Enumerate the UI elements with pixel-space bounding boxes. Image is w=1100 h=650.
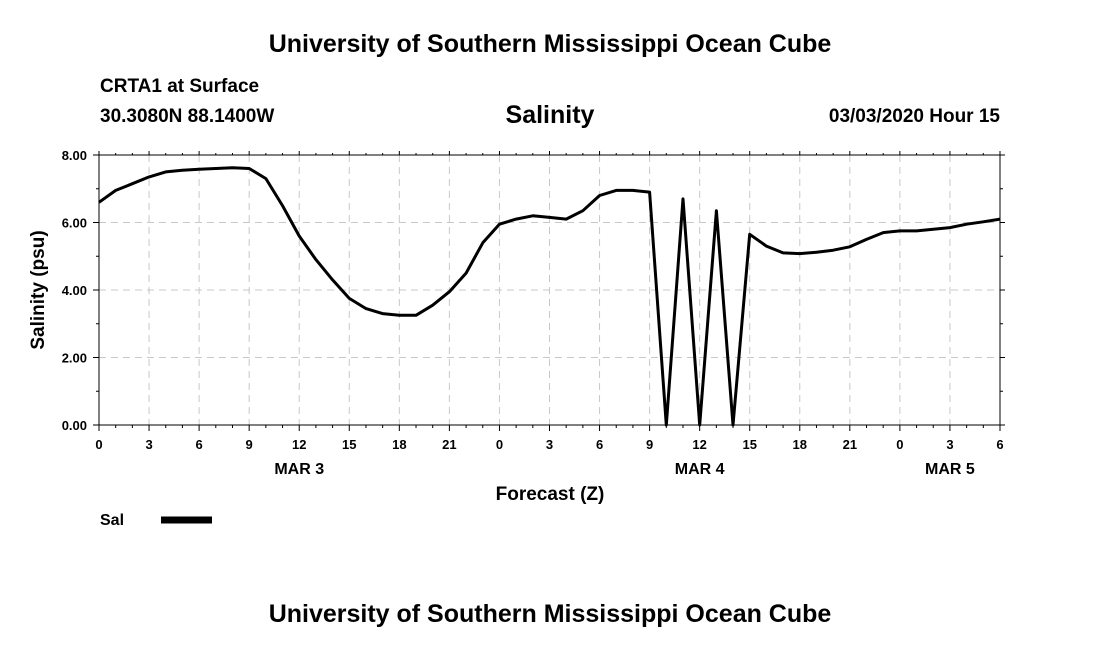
coords-label: 30.3080N 88.1400W [100,106,275,127]
date-label: MAR 4 [675,461,725,478]
date-label: MAR 5 [925,461,975,478]
x-tick-labels: 0 3 6 9 12 15 18 21 0 3 6 9 12 15 18 21 0 3 6 [95,437,1003,452]
y-axis-label: Salinity (psu) [28,230,49,349]
y-tick-label: 0.00 [62,418,87,433]
y-tick-labels: 0.00 2.00 4.00 6.00 8.00 [62,148,87,433]
x-tick-label: 18 [392,437,406,452]
y-tick-label: 8.00 [62,148,87,163]
datetime-label: 03/03/2020 Hour 15 [828,106,1000,127]
date-labels: MAR 3 MAR 4 MAR 5 [274,461,975,478]
x-tick-label: 21 [442,437,456,452]
x-tick-label: 18 [793,437,807,452]
page-title-top: University of Southern Mississippi Ocean… [268,30,832,58]
x-tick-label: 0 [95,437,102,452]
page-title-bottom: University of Southern Mississippi Ocean… [268,600,832,628]
x-tick-label: 9 [646,437,653,452]
x-tick-label: 21 [843,437,857,452]
x-tick-label: 6 [195,437,202,452]
x-tick-label: 6 [996,437,1003,452]
x-axis-label: Forecast (Z) [496,484,605,505]
station-label: CRTA1 at Surface [100,76,260,97]
y-tick-label: 6.00 [62,216,87,231]
x-tick-label: 9 [246,437,253,452]
series-line-sal [98,166,1001,427]
tick-marks [93,151,1005,431]
x-tick-label: 12 [292,437,306,452]
x-tick-label: 0 [896,437,903,452]
x-tick-label: 0 [496,437,503,452]
y-tick-label: 4.00 [62,283,87,298]
x-tick-label: 15 [342,437,356,452]
x-tick-label: 3 [946,437,953,452]
y-tick-label: 2.00 [62,351,87,366]
legend-label-sal: Sal [100,512,124,529]
x-tick-label: 3 [546,437,553,452]
x-tick-label: 12 [692,437,706,452]
x-tick-label: 6 [596,437,603,452]
date-label: MAR 3 [274,461,324,478]
grid [99,155,1000,425]
variable-title: Salinity [505,101,595,129]
x-tick-label: 15 [742,437,756,452]
x-tick-label: 3 [145,437,152,452]
